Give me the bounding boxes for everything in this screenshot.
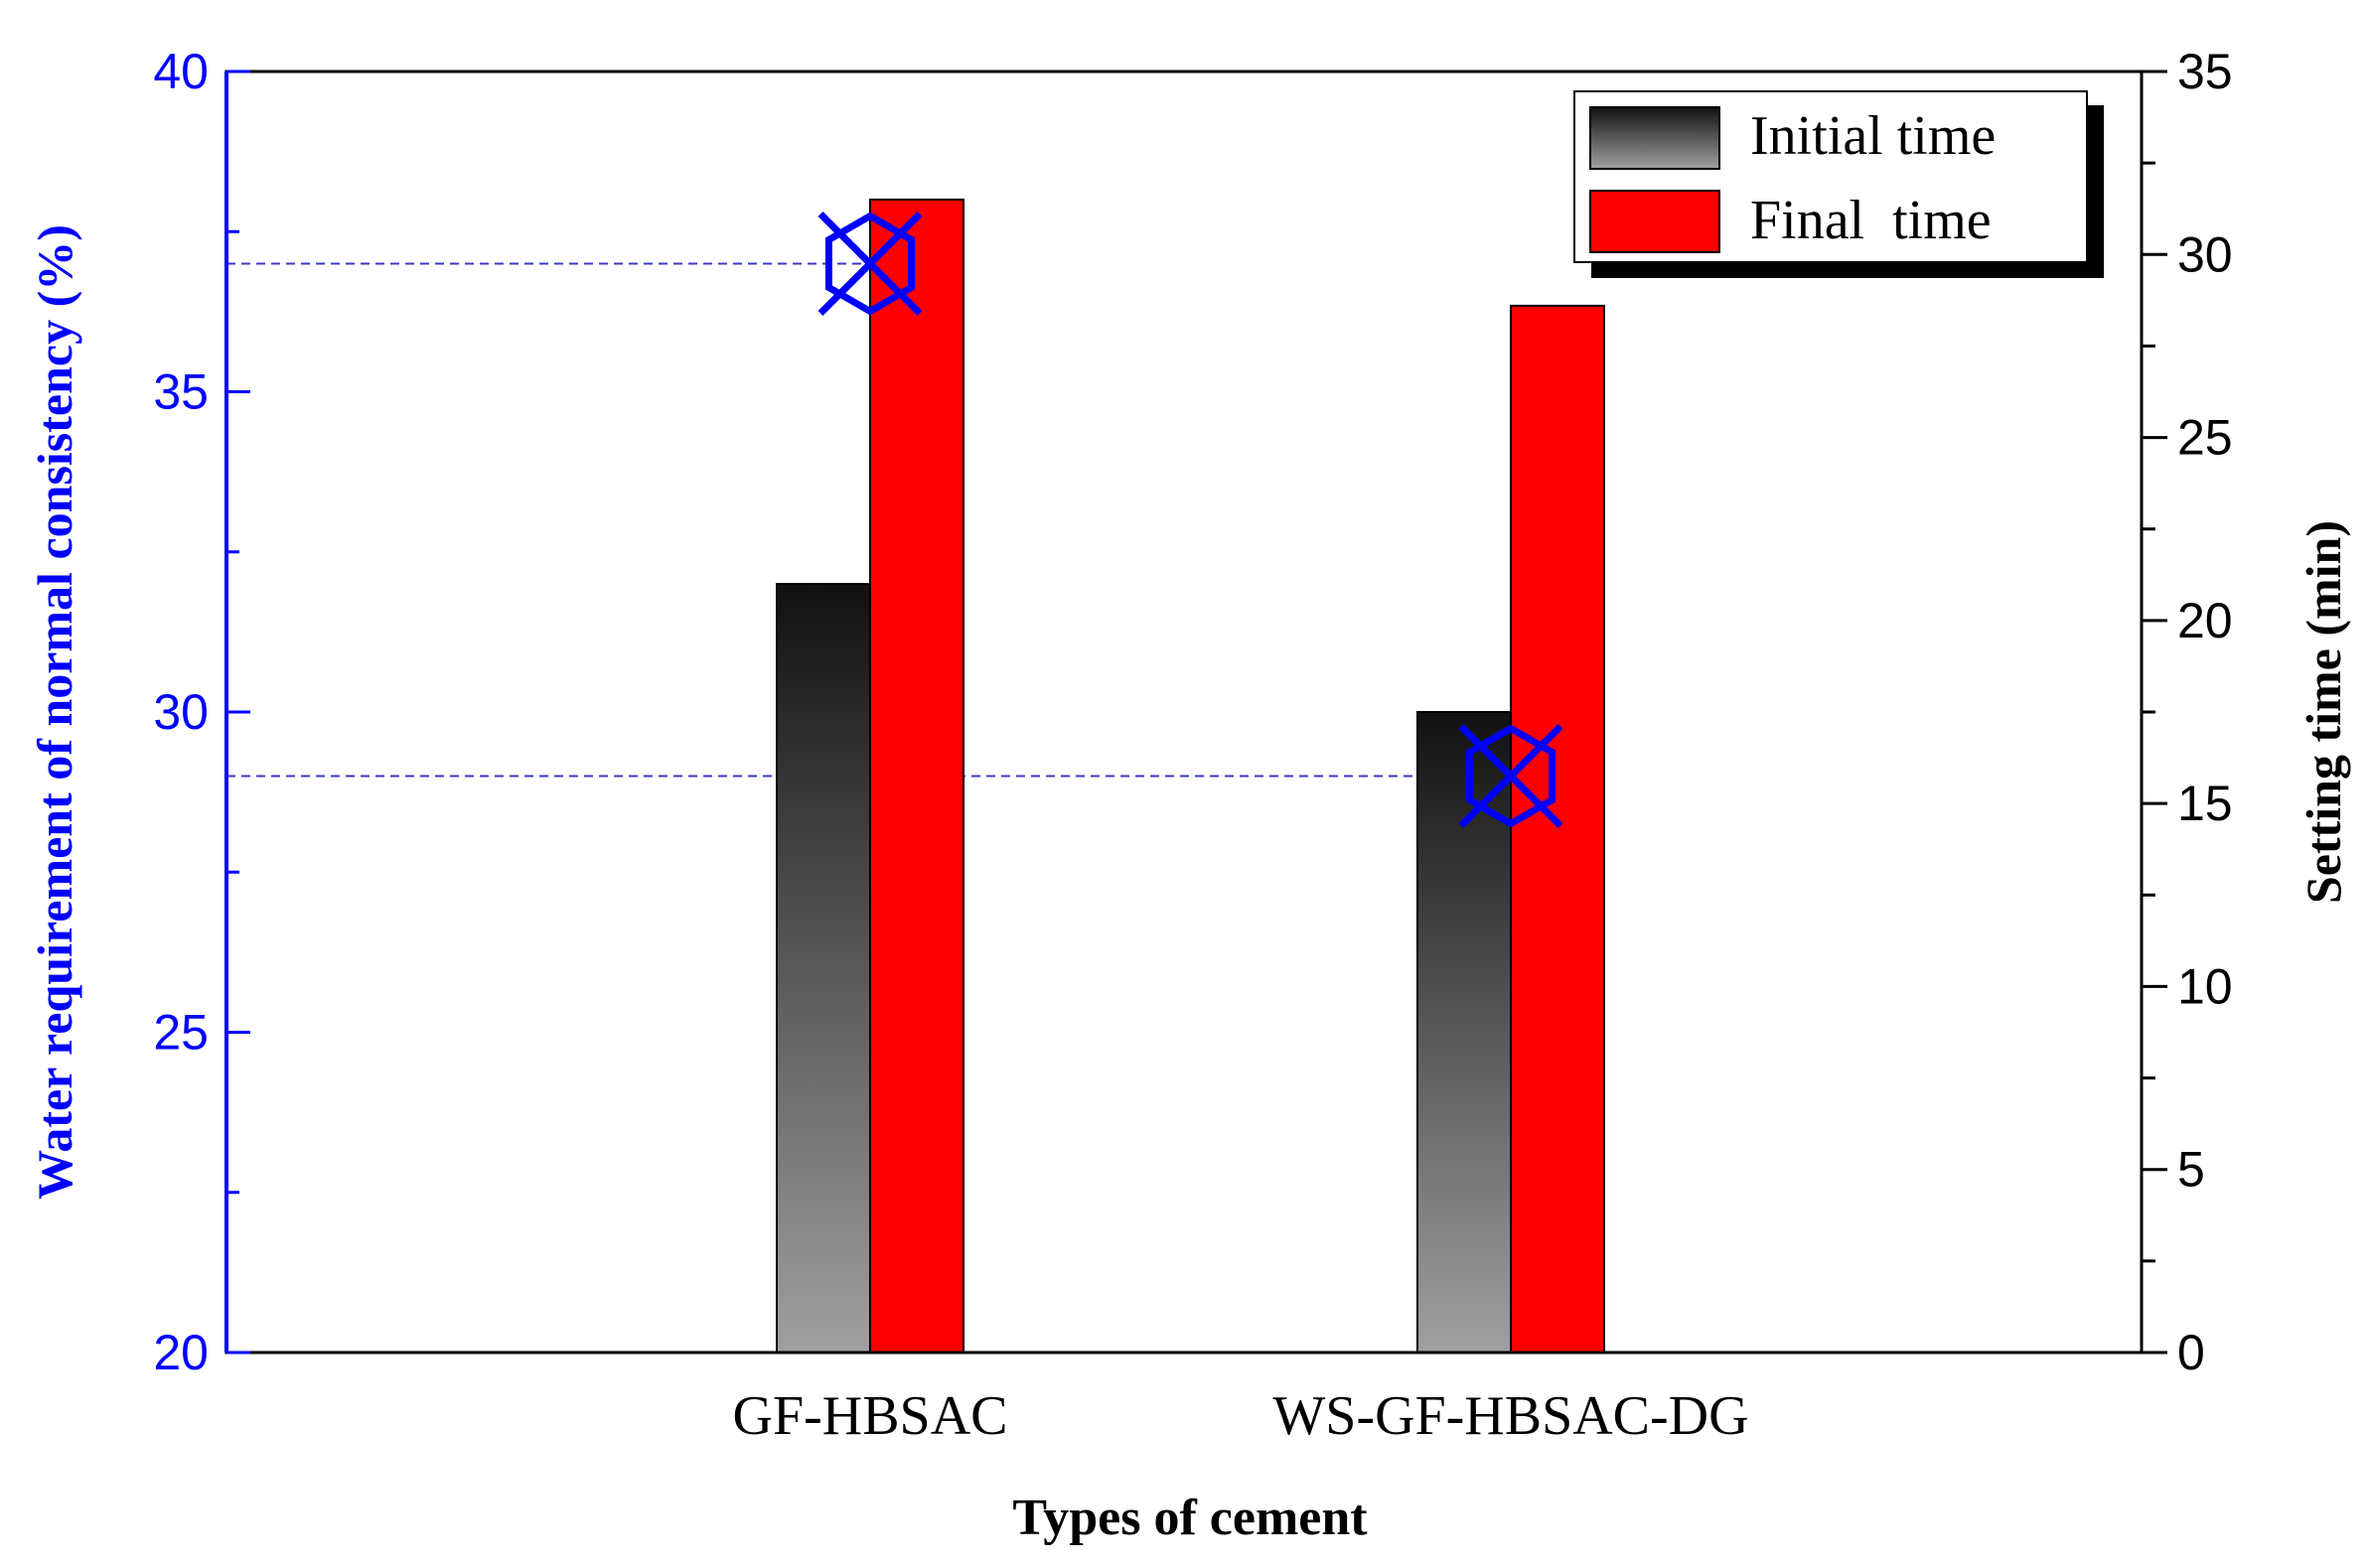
legend-label-initial: Initial time: [1750, 105, 1996, 167]
left-tick-label: 35: [153, 364, 209, 420]
right-tick-label: 0: [2177, 1325, 2205, 1380]
right-tick-label: 25: [2177, 410, 2233, 466]
right-tick-label: 5: [2177, 1142, 2205, 1198]
legend-swatch-initial: [1589, 106, 1720, 170]
water-marker-hexagon: [1465, 724, 1556, 828]
right-tick-label: 30: [2177, 226, 2233, 282]
left-tick-label: 30: [153, 684, 209, 740]
legend-swatch-final: [1589, 190, 1720, 253]
right-tick-label: 20: [2177, 593, 2233, 648]
markers-group: [817, 212, 1563, 828]
x-axis-title: Types of cement: [1012, 1490, 1368, 1546]
bar-initial-time-1: [776, 583, 871, 1354]
left-axis-ticks: 20 25 30 35 40: [153, 44, 250, 1380]
left-tick-label: 20: [153, 1325, 209, 1380]
left-axis-title: Water requirement of normal consistency …: [27, 224, 82, 1200]
right-tick-label: 15: [2177, 776, 2233, 831]
x-tick-label: WS-GF-HBSAC-DG: [1272, 1385, 1748, 1447]
bars-group: [776, 199, 1605, 1354]
right-axis-ticks: 0 5 10 15 20 25 30 35: [2142, 44, 2233, 1380]
x-tick-label: GF-HBSAC: [733, 1385, 1008, 1447]
left-tick-label: 40: [153, 44, 209, 99]
x-axis-ticks: GF-HBSAC WS-GF-HBSAC-DG: [733, 1385, 1749, 1447]
water-marker-2: [1458, 724, 1563, 828]
water-marker-hexagon: [824, 212, 916, 316]
legend-label-final: Final time: [1750, 190, 1992, 251]
right-axis-title: Setting time (min): [2296, 520, 2351, 904]
water-marker-cross-b: [817, 212, 923, 316]
right-tick-label: 35: [2177, 44, 2233, 99]
water-marker-1: [817, 212, 923, 316]
right-tick-label: 10: [2177, 958, 2233, 1014]
legend: Initial time Final time: [1573, 90, 2104, 278]
left-tick-label: 25: [153, 1005, 209, 1061]
bar-final-time-1: [869, 199, 964, 1354]
bar-final-time-2: [1510, 304, 1605, 1354]
bar-initial-time-2: [1416, 711, 1512, 1354]
water-marker-cross-b: [1458, 724, 1563, 828]
